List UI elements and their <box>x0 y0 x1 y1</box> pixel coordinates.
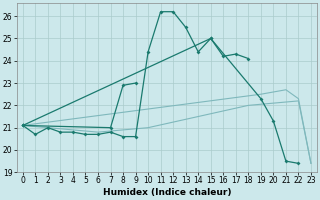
X-axis label: Humidex (Indice chaleur): Humidex (Indice chaleur) <box>103 188 231 197</box>
